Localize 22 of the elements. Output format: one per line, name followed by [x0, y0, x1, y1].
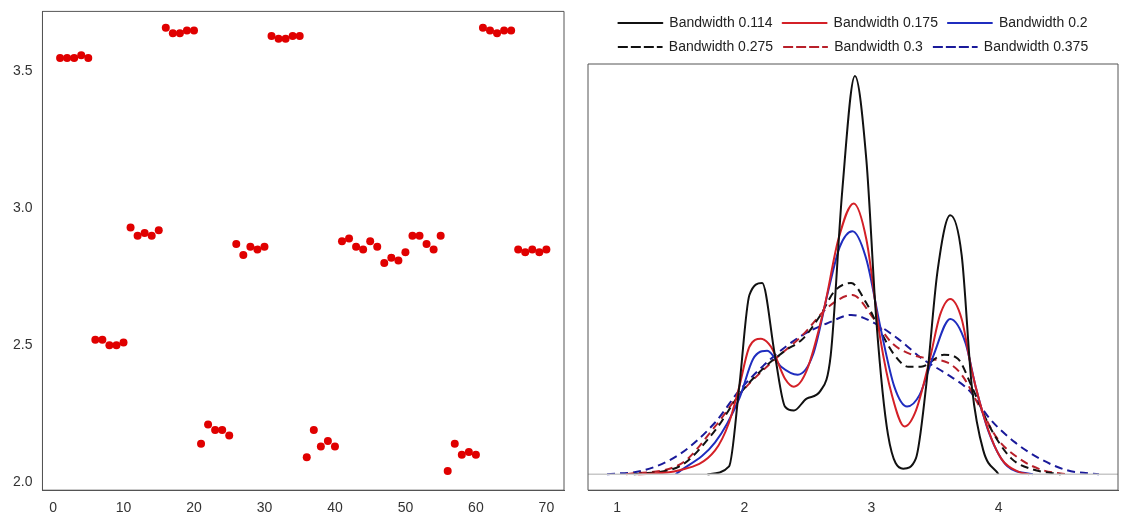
legend-label: Bandwidth 0.114: [669, 13, 773, 30]
x-tick-label: 20: [186, 499, 202, 516]
x-tick-label: 10: [115, 499, 132, 516]
legend-label: Bandwidth 0.275: [668, 37, 774, 54]
x-tick-label: 4: [994, 499, 1003, 516]
x-tick-label: 70: [538, 499, 555, 516]
x-tick-label: 0: [49, 499, 58, 516]
legend-label: Bandwidth 0.2: [998, 13, 1088, 30]
x-tick-label: 60: [468, 499, 484, 516]
x-tick-label: 1: [613, 499, 622, 516]
legend-label: Bandwidth 0.3: [834, 37, 924, 54]
x-tick-label: 30: [256, 499, 273, 516]
y-tick-label: 2.0: [12, 472, 33, 489]
x-tick-label: 2: [740, 499, 749, 516]
x-tick-label: 40: [327, 499, 343, 516]
y-tick-label: 2.5: [12, 336, 33, 353]
legend-label: Bandwidth 0.375: [983, 37, 1089, 54]
legend-label: Bandwidth 0.175: [833, 13, 939, 30]
y-tick-label: 3.5: [12, 62, 33, 79]
x-tick-label: 3: [867, 499, 876, 516]
x-tick-label: 50: [397, 499, 414, 516]
y-tick-label: 3.0: [12, 199, 33, 216]
